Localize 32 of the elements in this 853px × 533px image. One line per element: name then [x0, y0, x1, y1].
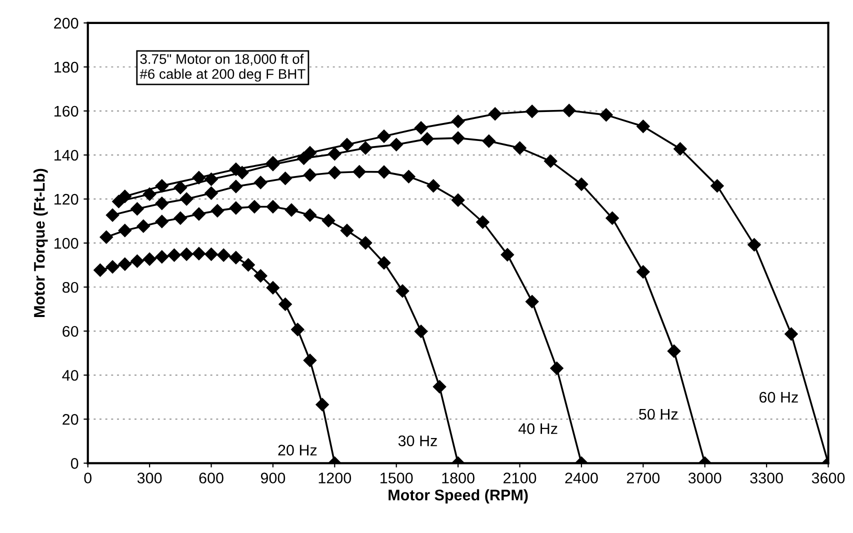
x-tick-label: 1500	[380, 472, 413, 484]
y-tick-label: 20	[62, 414, 78, 425]
x-tick-label: 2700	[626, 472, 660, 484]
x-tick-label: 1200	[318, 472, 352, 484]
x-tick-label: 2100	[504, 472, 536, 484]
y-tick-label: 160	[54, 106, 78, 117]
x-tick-label: 2400	[565, 472, 598, 484]
y-tick-label: 40	[62, 370, 78, 381]
y-tick-label: 80	[62, 282, 78, 293]
y-tick-label: 60	[62, 326, 78, 337]
y-tick-label: 0	[70, 458, 78, 469]
y-tick-label: 180	[54, 62, 78, 73]
series-label: 30 Hz	[398, 435, 437, 446]
y-tick-label: 100	[54, 238, 78, 249]
x-tick-label: 900	[260, 472, 286, 484]
x-tick-label: 600	[199, 472, 224, 484]
y-axis-title: Motor Torque (Ft-Lb)	[34, 168, 48, 317]
x-axis-title: Motor Speed (RPM)	[388, 489, 528, 504]
x-tick-label: 3600	[812, 472, 845, 484]
x-tick-label: 0	[84, 472, 92, 484]
x-tick-label: 1800	[442, 472, 474, 484]
x-tick-label: 3300	[750, 472, 783, 484]
x-tick-label: 3000	[688, 472, 722, 484]
series-label: 50 Hz	[639, 408, 678, 420]
series-label: 20 Hz	[278, 444, 317, 456]
series-label: 60 Hz	[760, 392, 798, 403]
x-tick-label: 300	[137, 472, 162, 484]
y-tick-label: 140	[54, 150, 78, 161]
series-label: 40 Hz	[518, 423, 558, 434]
y-tick-label: 200	[54, 18, 78, 29]
annotation: 3.75" Motor on 18,000 ft of #6 cable at 200 deg F BHT	[140, 54, 306, 82]
y-tick-label: 120	[54, 194, 78, 205]
